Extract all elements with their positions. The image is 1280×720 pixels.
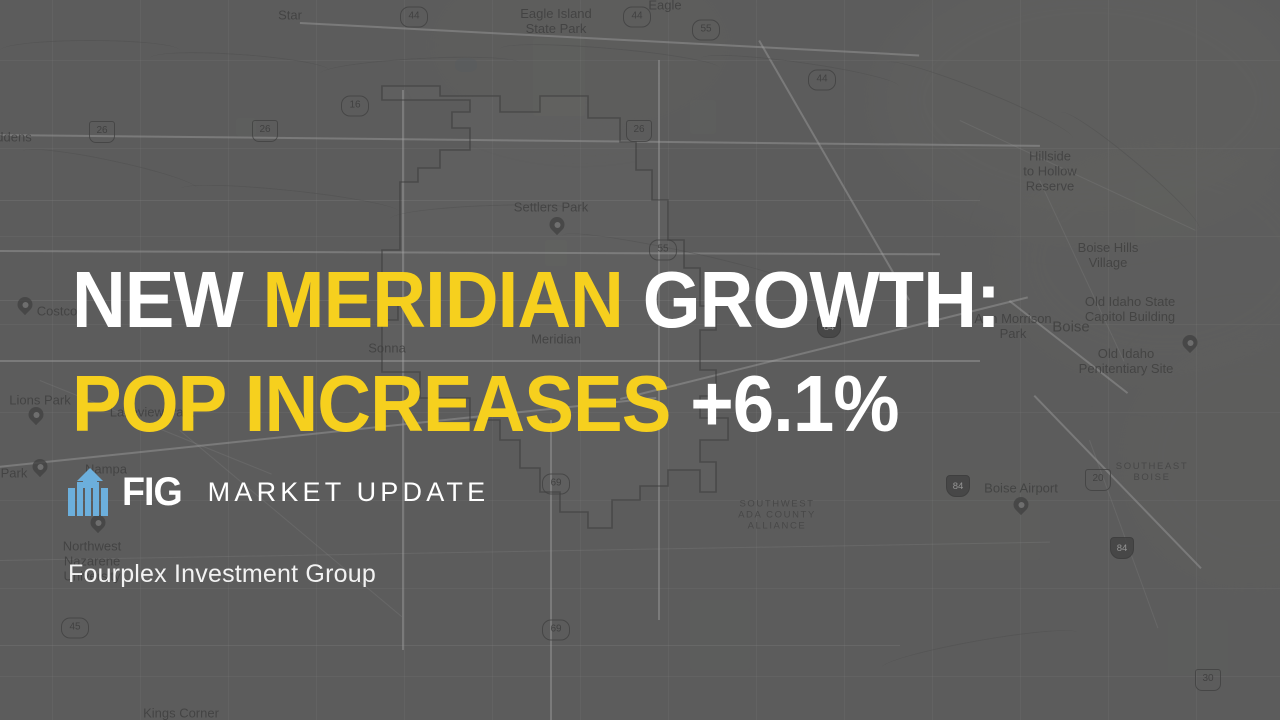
map-grid-line bbox=[0, 676, 1280, 677]
highway-shield-44: 44 bbox=[400, 6, 428, 28]
headline-line-1: NEW MERIDIAN GROWTH: bbox=[72, 260, 1001, 340]
map-grid-line bbox=[844, 0, 845, 720]
highway-shield-i84: 84 bbox=[817, 316, 841, 338]
headline-segment-metric-value: +6.1% bbox=[690, 359, 899, 448]
nazarene-university-pin bbox=[87, 511, 109, 536]
highway-shield-44: 44 bbox=[623, 6, 651, 28]
park-pin bbox=[29, 455, 51, 480]
map-label-middleton: ddens bbox=[0, 129, 32, 145]
map-grid-line bbox=[0, 60, 1280, 61]
map-grid-line bbox=[316, 0, 317, 720]
boise-airport-pin bbox=[1010, 493, 1032, 518]
map-grid-line bbox=[1196, 0, 1197, 720]
map-label-sonna: Sonna bbox=[368, 340, 406, 356]
lions-park-pin bbox=[25, 403, 47, 428]
map-label-settlers-park: Settlers Park bbox=[513, 199, 589, 215]
map-grid-line bbox=[140, 0, 141, 720]
highway-shield-69: 69 bbox=[542, 619, 570, 641]
map-label-costco: Costco bbox=[36, 303, 78, 319]
map-grid-line bbox=[756, 0, 757, 720]
highway-shield-us-20: 20 bbox=[1085, 469, 1111, 491]
map-label-eagle-island-state-park: Eagle Island State Park bbox=[520, 6, 592, 36]
highway-shield-55: 55 bbox=[692, 19, 720, 41]
costco-pin bbox=[14, 293, 36, 318]
map-label-lions-park: Lions Park bbox=[9, 392, 71, 408]
terrain-shade bbox=[880, 0, 1280, 230]
park-area bbox=[236, 118, 256, 136]
map-label-old-idaho-penitentiary-site: Old Idaho Penitentiary Site bbox=[1078, 346, 1174, 376]
map-label-southwest-ada-county-alliance: SOUTHWEST ADA COUNTY ALLIANCE bbox=[738, 498, 816, 532]
highway-shield-44: 44 bbox=[808, 69, 836, 91]
map-label-hillside-to-hollow-reserve: Hillside to Hollow Reserve bbox=[1023, 148, 1077, 194]
highway-shield-55: 55 bbox=[649, 239, 677, 261]
highway-shield-45: 45 bbox=[61, 617, 89, 639]
map-label-boise-hills-village: Boise Hills Village bbox=[1077, 240, 1139, 270]
headline-segment-pop-increases: POP INCREASES bbox=[72, 359, 691, 448]
highway-shield-69: 69 bbox=[542, 473, 570, 495]
map-label-park: Park bbox=[0, 465, 28, 481]
headline-line-2: POP INCREASES +6.1% bbox=[72, 364, 899, 444]
map-grid-line bbox=[1020, 0, 1021, 720]
settlers-park-pin bbox=[546, 213, 568, 238]
water-body bbox=[455, 58, 477, 72]
park-area bbox=[1135, 180, 1195, 240]
local-road bbox=[0, 645, 900, 646]
market-update-tagline: MARKET UPDATE bbox=[207, 476, 490, 507]
park-area bbox=[690, 600, 750, 670]
headline-segment-growth: GROWTH: bbox=[642, 255, 1001, 344]
building-growth-arrow-icon bbox=[68, 468, 108, 516]
fig-wordmark: FIG bbox=[122, 470, 183, 514]
map-label-meridian: Meridian bbox=[531, 331, 581, 347]
map-grid-line bbox=[0, 588, 1280, 589]
map-grid-line bbox=[932, 0, 933, 720]
map-label-old-idaho-state-capitol-building: Old Idaho State Capitol Building bbox=[1084, 294, 1176, 324]
map-grid-line bbox=[52, 0, 53, 720]
map-grid-line bbox=[1108, 0, 1109, 720]
highway-shield-us-26: 26 bbox=[626, 120, 652, 142]
map-label-boise: Boise bbox=[1052, 318, 1090, 336]
company-name: Fourplex Investment Group bbox=[68, 560, 376, 588]
map-label-kings-corner: Kings Corner bbox=[143, 705, 219, 720]
brand-row: FIG MARKET UPDATE bbox=[64, 466, 489, 518]
map-label-northwest-nazarene-university: Northwest Nazarene University bbox=[62, 538, 122, 584]
boise-river bbox=[0, 40, 180, 61]
map-label-southeast-boise: SOUTHEAST BOISE bbox=[1115, 461, 1189, 483]
map-label-nampa: Nampa bbox=[85, 461, 127, 477]
terrain-shade bbox=[1000, 140, 1280, 380]
map-label-boise-airport: Boise Airport bbox=[984, 480, 1058, 496]
map-label-eagle: Eagle bbox=[648, 0, 682, 13]
map-label-lakeview-park: Lakeview Park bbox=[109, 404, 195, 420]
highway-shield-16: 16 bbox=[341, 95, 369, 117]
highway-shield-us-30: 30 bbox=[1195, 669, 1221, 691]
headline-segment-new: NEW bbox=[72, 255, 263, 344]
highway-shield-us-26: 26 bbox=[89, 121, 115, 143]
map-label-ann-morrison-park: Ann Morrison Park bbox=[974, 311, 1052, 341]
map-label-star: Star bbox=[278, 7, 302, 23]
highway-shield-us-26: 26 bbox=[252, 120, 278, 142]
map-grid-line bbox=[228, 0, 229, 720]
park-area bbox=[1168, 620, 1228, 675]
headline-segment-meridian: MERIDIAN bbox=[262, 255, 643, 344]
highway-shield-i84: 84 bbox=[946, 475, 970, 497]
highway-shield-i84: 84 bbox=[1110, 537, 1134, 559]
old-idaho-penitentiary-pin bbox=[1179, 331, 1201, 356]
